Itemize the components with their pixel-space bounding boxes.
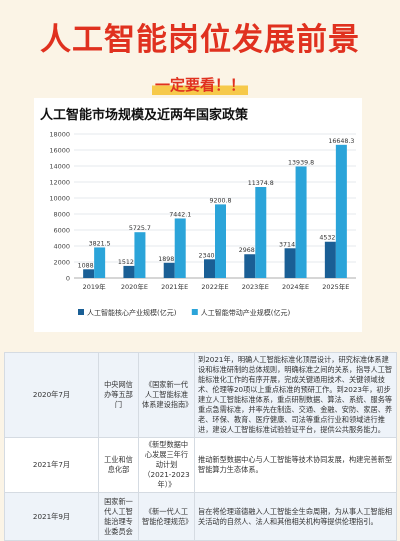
data-label: 1512.3 [118,259,140,266]
bar [123,265,135,278]
bar [324,241,336,278]
chart-title: 人工智能市场规模及近两年国家政策 [40,108,249,123]
policy-dept: 中央网信办等五部门 [98,352,139,438]
policy-table-wrap: 2020年7月 中央网信办等五部门 《国家新一代人工智能标准体系建设指南》 到2… [4,352,397,541]
bar [204,259,215,278]
table-row: 2021年7月 工业和信息化部 《新型数据中心发展三年行动计划（2021-202… [4,437,397,493]
data-label: 11374.8 [248,180,274,187]
data-label: 3821.5 [89,240,111,247]
market-chart: 0 2000 4000 6000 8000 10000 12000 14000 16000 180… [49,131,356,317]
x-tick-label: 2025年E [322,282,349,291]
data-label: 16648.3 [328,138,354,145]
page-title: 人工智能岗位发展前景 [40,22,360,58]
y-tick-label: 18000 [49,131,70,139]
chart-card: 0 2000 4000 6000 8000 10000 12000 14000 16000 180… [34,98,362,332]
y-tick-label: 6000 [53,227,70,235]
policy-dept: 工业和信息化部 [98,437,139,493]
y-tick-label: 8000 [53,211,70,219]
data-label: 2340.4 [198,252,220,259]
x-tick-label: 2024年E [282,282,309,291]
y-tick-label: 4000 [53,243,70,251]
bar [83,269,95,278]
table-row: 2021年9月 国家新一代人工智能治理专业委员会 《新一代人工智能伦理规范》 旨… [4,492,397,541]
page-subtitle: 一定要看！！ [151,74,248,95]
y-tick-label: 12000 [49,179,70,187]
bar [174,218,186,278]
x-tick-label: 2021年E [161,282,188,291]
policy-doc: 《新型数据中心发展三年行动计划（2021-2023年）》 [138,437,195,493]
bar [134,232,146,278]
policy-date: 2020年7月 [4,352,99,438]
x-tick-label: 2019年 [83,282,107,291]
data-label: 3714.6 [279,241,301,248]
policy-date: 2021年9月 [4,492,99,541]
policy-content: 旨在将伦理道德融入人工智能全生命周期，为从事人工智能相关活动的自然人、法人和其他… [194,492,397,541]
data-label: 7442.1 [169,211,191,218]
x-tick-label: 2023年E [242,282,269,291]
x-tick-label: 2020年E [121,282,148,291]
data-label: 9200.8 [209,197,231,204]
legend-swatch [191,309,198,315]
table-row: 2020年7月 中央网信办等五部门 《国家新一代人工智能标准体系建设指南》 到2… [4,352,397,438]
policy-content: 到2021年，明确人工智能标准化顶层设计，研究标准体系建设和标准研制的总体规则，… [194,352,397,438]
data-label: 13939.8 [288,159,314,166]
y-tick-label: 14000 [49,163,70,171]
policy-date: 2021年7月 [4,437,99,493]
legend-swatch [78,309,84,315]
bar [335,144,347,278]
policy-table: 2020年7月 中央网信办等五部门 《国家新一代人工智能标准体系建设指南》 到2… [4,352,397,541]
policy-dept: 国家新一代人工智能治理专业委员会 [98,492,139,541]
x-tick-label: 2022年E [201,282,228,291]
data-label: 2968.9 [239,247,261,254]
bar [244,254,256,278]
data-label: 4532.8 [319,235,341,242]
bar [215,204,226,278]
bar [255,187,267,278]
bar [163,262,175,278]
policy-doc: 《国家新一代人工智能标准体系建设指南》 [138,352,195,438]
y-tick-label: 0 [66,275,70,283]
bar [94,247,106,278]
y-tick-label: 2000 [53,259,70,267]
policy-content: 推动新型数据中心与人工智能等技术协同发展，构建完善新型智能算力生态体系。 [194,437,397,493]
subtitle-wrap: 一定要看！！ [0,74,400,95]
data-label: 5725.7 [129,225,151,232]
y-tick-label: 10000 [49,195,70,203]
policy-doc: 《新一代人工智能伦理规范》 [138,492,195,541]
data-label: 1088.6 [78,262,100,269]
legend-label: 人工智能核心产业规模(亿元) [87,308,177,317]
y-tick-label: 16000 [49,147,70,155]
data-label: 1898.1 [158,256,180,263]
legend-label: 人工智能带动产业规模(亿元) [201,308,291,317]
bar [284,248,296,278]
bar [295,166,307,278]
